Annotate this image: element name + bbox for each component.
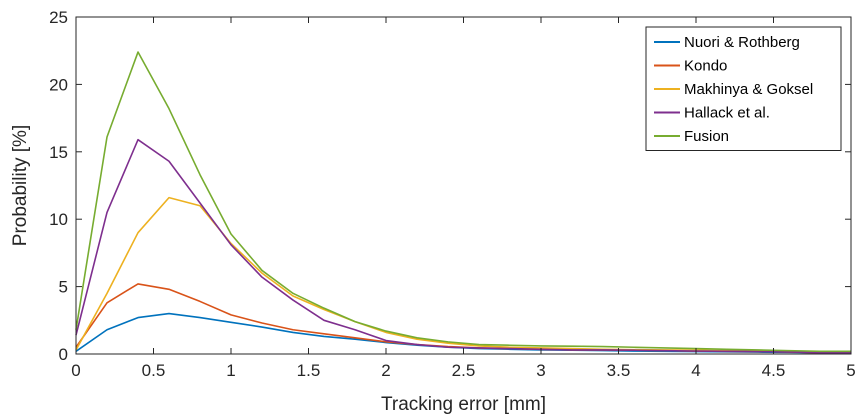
series-layer xyxy=(75,51,852,354)
legend: Nuori & Rothberg Kondo Makhinya & Goksel Ha… xyxy=(645,26,842,151)
x-tick-label: 2.5 xyxy=(452,361,476,380)
y-tick-label: 0 xyxy=(59,345,68,364)
x-tick-label: 5 xyxy=(846,361,855,380)
x-tick-label: 3.5 xyxy=(607,361,631,380)
series-line-4 xyxy=(75,138,851,354)
x-tick-label: 0.5 xyxy=(142,361,166,380)
x-tick-label: 2 xyxy=(381,361,390,380)
x-tick-label: 4.5 xyxy=(762,361,786,380)
x-axis-title: Tracking error [mm] xyxy=(381,394,546,415)
y-tick-label: 20 xyxy=(49,75,68,94)
legend-label: Makhinya & Goksel xyxy=(684,81,813,98)
legend-label: Kondo xyxy=(684,58,727,75)
x-tick-label: 3 xyxy=(536,361,545,380)
x-tick-label: 4 xyxy=(691,361,700,380)
series-line-5 xyxy=(75,51,851,353)
legend-label: Hallack et al. xyxy=(684,105,770,122)
legend-label: Nuori & Rothberg xyxy=(684,34,800,51)
y-tick-label: 25 xyxy=(49,8,68,27)
y-axis-title: Probability [%] xyxy=(10,125,31,246)
y-tick-label: 5 xyxy=(59,278,68,297)
y-tick-label: 10 xyxy=(49,210,68,229)
x-tick-label: 0 xyxy=(71,361,80,380)
axes-layer: 0 0.5 1 1.5 2 2.5 3 3.5 4 4.5 5 0 5 10 15 20 25 xyxy=(49,8,856,380)
legend-label: Fusion xyxy=(684,128,729,145)
x-tick-label: 1 xyxy=(226,361,235,380)
y-tick-label: 15 xyxy=(49,143,68,162)
x-tick-label: 1.5 xyxy=(297,361,321,380)
